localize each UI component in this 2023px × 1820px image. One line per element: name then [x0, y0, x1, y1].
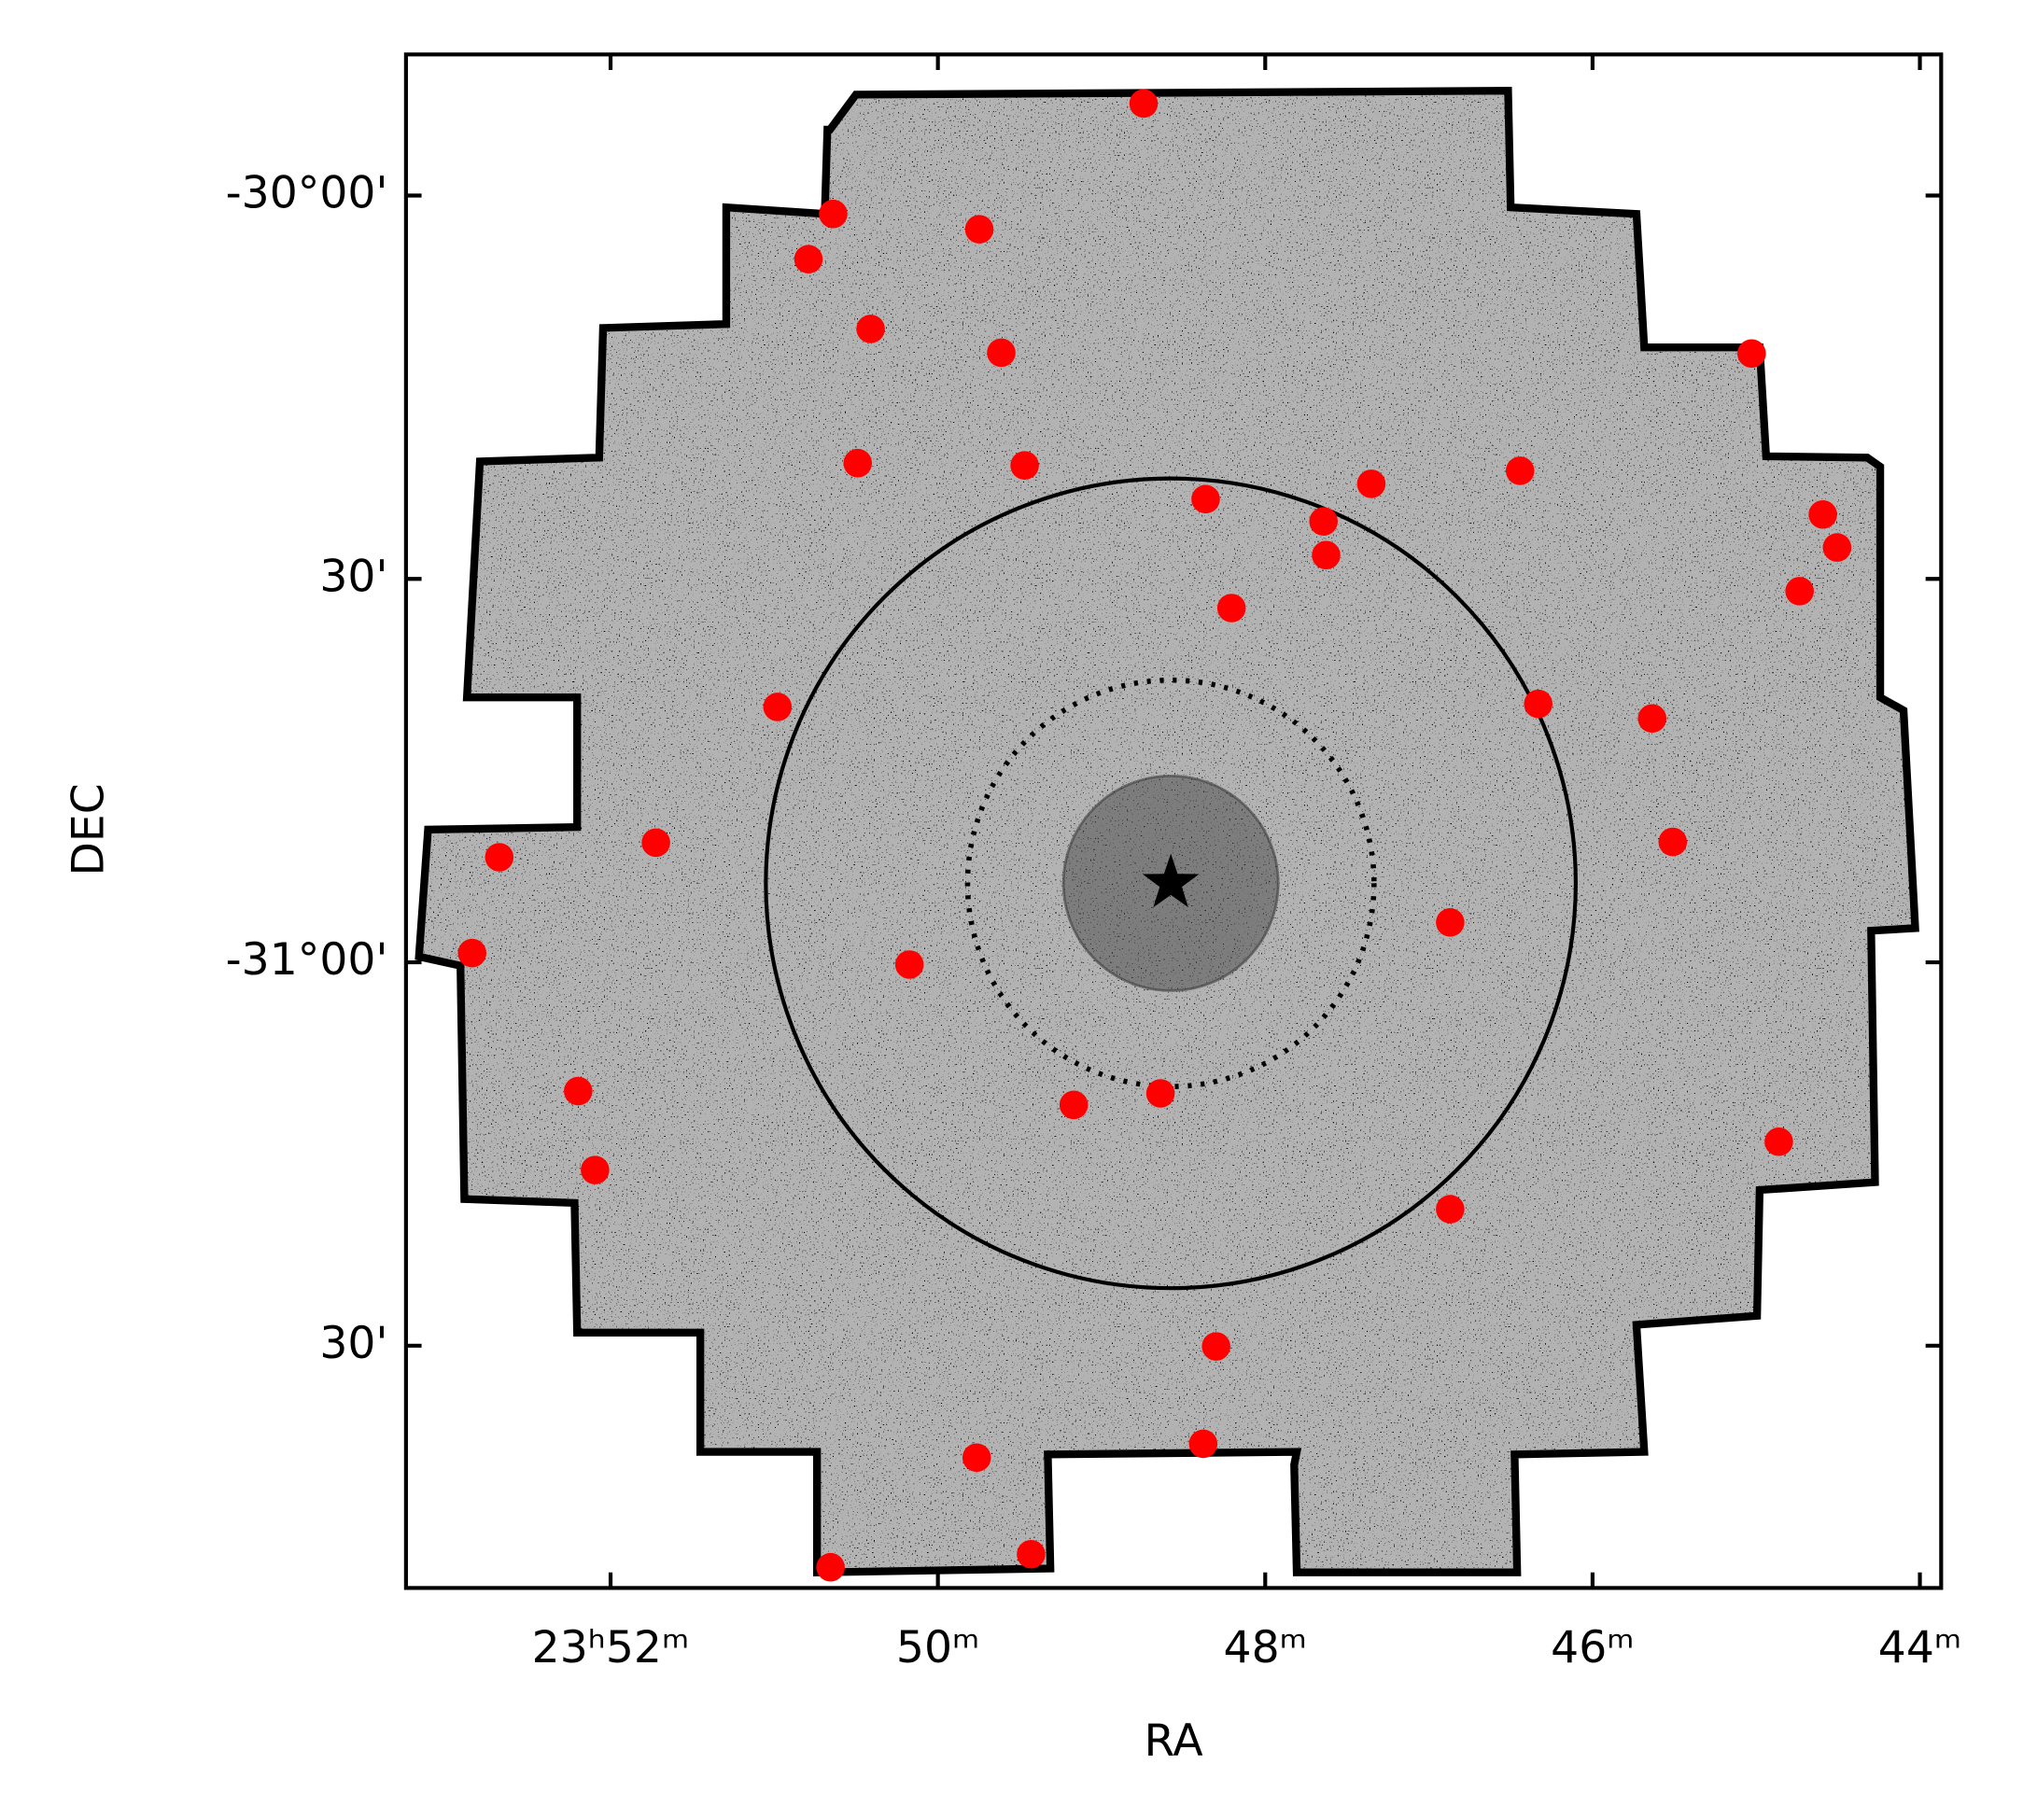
x-axis-label: RA [1145, 1715, 1203, 1767]
point [964, 215, 994, 244]
point [843, 448, 873, 478]
point [816, 1552, 845, 1582]
y-tick-label: 30' [319, 1318, 387, 1369]
point [1436, 908, 1465, 937]
point [1201, 1332, 1230, 1361]
point [962, 1443, 991, 1473]
point [1764, 1127, 1793, 1156]
point [1356, 469, 1386, 498]
point [763, 693, 793, 721]
point [581, 1155, 610, 1184]
point [856, 315, 885, 343]
point [1188, 1429, 1218, 1459]
point [1129, 89, 1159, 119]
point [457, 938, 486, 968]
point [794, 245, 823, 273]
point [894, 950, 924, 979]
point [1524, 689, 1552, 719]
point [1737, 339, 1766, 369]
x-tick-label: 46ᵐ [1551, 1622, 1635, 1673]
x-tick-label: 48ᵐ [1224, 1622, 1308, 1673]
y-tick-label: -30°00' [226, 167, 388, 218]
x-tick-label: 50ᵐ [896, 1622, 980, 1673]
point [1637, 704, 1667, 734]
point [1505, 456, 1535, 485]
axes-frame [403, 52, 1944, 1590]
point [1808, 499, 1837, 529]
point [1309, 507, 1338, 536]
y-tick-label: 30' [319, 551, 387, 602]
point [1145, 1079, 1175, 1108]
point [641, 828, 670, 858]
ring [964, 677, 1377, 1089]
ring [764, 476, 1578, 1291]
point [485, 843, 514, 872]
point [987, 338, 1016, 368]
field-outline [414, 87, 1919, 1576]
point [1010, 451, 1039, 480]
x-tick-label: 44ᵐ [1878, 1622, 1962, 1673]
point [1059, 1090, 1089, 1120]
point [1785, 577, 1814, 606]
point [564, 1076, 593, 1106]
point [1436, 1195, 1465, 1224]
y-tick-label: -31°00' [226, 934, 388, 986]
x-tick-label: 23ʰ52ᵐ [532, 1622, 690, 1673]
point [1216, 594, 1246, 623]
y-axis-label: DEC [63, 783, 114, 875]
point [1312, 540, 1341, 570]
point [1822, 533, 1852, 562]
target-star [1142, 853, 1200, 908]
point [1191, 484, 1220, 514]
point [819, 199, 848, 229]
point [1658, 827, 1688, 857]
point [1017, 1539, 1046, 1569]
